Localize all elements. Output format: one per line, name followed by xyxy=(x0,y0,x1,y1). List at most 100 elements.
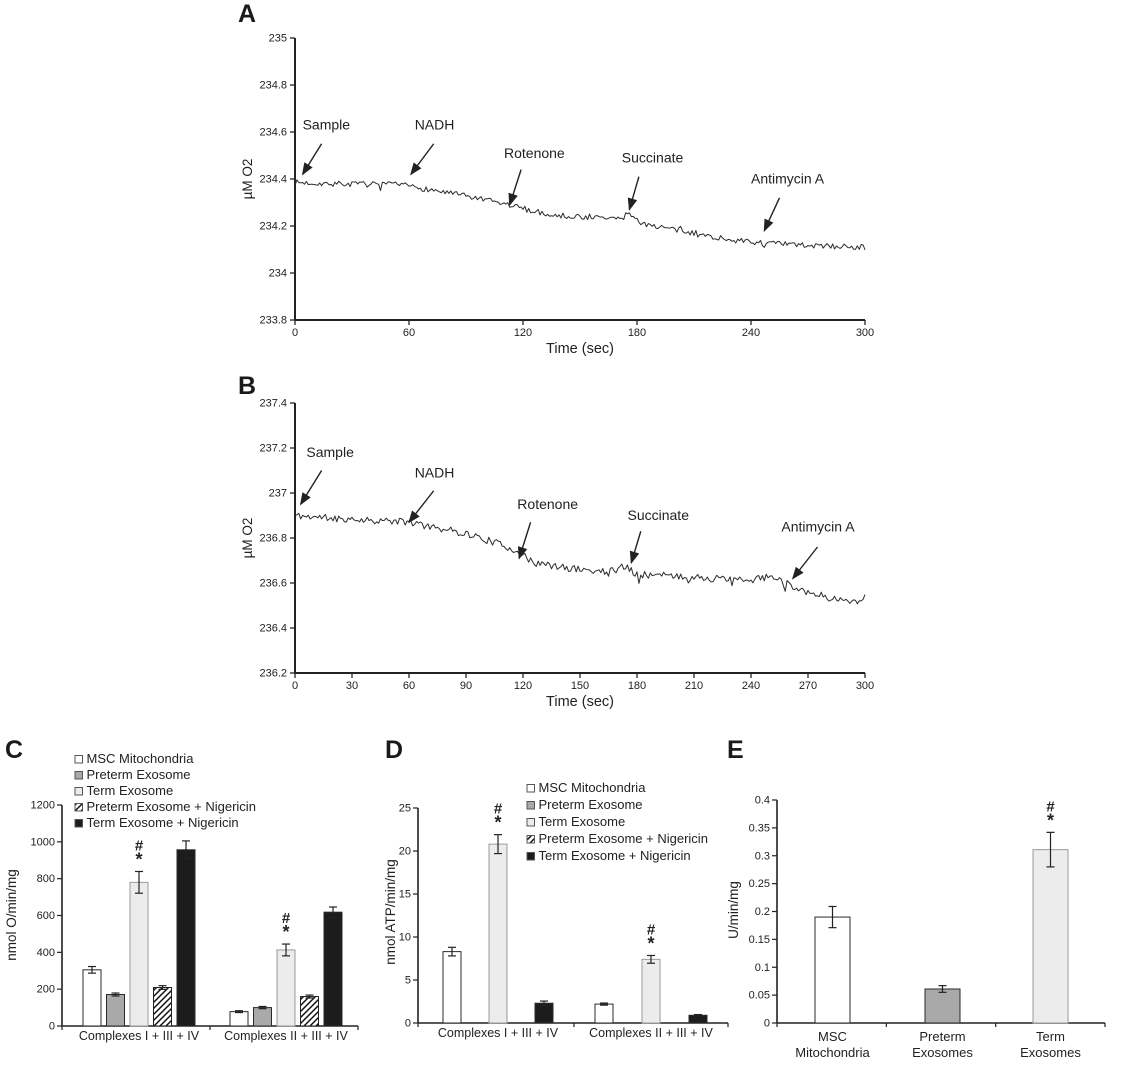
trace-line xyxy=(294,179,866,250)
x-axis-title: Time (sec) xyxy=(546,341,614,357)
bar-light xyxy=(1032,849,1069,1024)
y-tick-label: 233.8 xyxy=(259,315,287,327)
y-tick-label: 234.6 xyxy=(259,127,287,139)
significance-star: * xyxy=(1047,810,1054,830)
legend-label: MSC Mitochondria xyxy=(539,780,647,795)
x-tick-label: 90 xyxy=(460,680,472,692)
category-label: Complexes II + III + IV xyxy=(589,1026,713,1040)
legend-label: Term Exosome xyxy=(539,814,626,829)
legend-marker-hatch xyxy=(526,835,535,844)
legend-marker-hatch xyxy=(74,803,83,812)
y-tick-label: 234.4 xyxy=(259,174,287,186)
legend-label: Preterm Exosome + Nigericin xyxy=(539,831,708,846)
bar-black-group1 xyxy=(323,911,343,1027)
y-tick-label: 0.35 xyxy=(749,822,770,834)
x-tick-label: 60 xyxy=(403,680,415,692)
legend-marker-black xyxy=(74,819,83,828)
significance-hash: # xyxy=(647,921,656,938)
annotation-label: Rotenone xyxy=(504,145,565,161)
y-axis-title: U/min/mg xyxy=(726,881,741,939)
bar-hatch-group1 xyxy=(300,996,319,1027)
x-tick-label: 0 xyxy=(292,327,298,339)
category-label: MSC xyxy=(818,1029,847,1044)
bar-black-group0 xyxy=(534,1002,554,1024)
y-tick-label: 0.05 xyxy=(749,990,770,1002)
x-tick-label: 180 xyxy=(628,327,646,339)
y-tick-label: 25 xyxy=(399,803,411,815)
x-tick-label: 120 xyxy=(514,327,532,339)
significance-hash: # xyxy=(494,801,503,818)
significance-star: * xyxy=(494,813,501,833)
x-tick-label: 240 xyxy=(742,327,760,339)
annotation-arrow xyxy=(517,522,532,560)
y-tick-label: 0 xyxy=(764,1018,770,1030)
panel-e-label: E xyxy=(727,736,744,764)
y-tick-label: 1000 xyxy=(31,836,55,848)
y-tick-label: 1200 xyxy=(31,800,55,812)
annotation-arrow xyxy=(408,490,435,524)
y-axis-title: nmol O/min/mg xyxy=(4,869,19,961)
y-axis-title: µM O2 xyxy=(240,159,255,200)
category-label: Complexes I + III + IV xyxy=(438,1026,559,1040)
y-tick-label: 237 xyxy=(269,488,287,500)
panel-d-label: D xyxy=(385,736,404,764)
category-label: Term xyxy=(1036,1029,1065,1044)
panel-c-label: C xyxy=(5,736,24,764)
annotation-arrow xyxy=(629,531,642,565)
annotation-label: NADH xyxy=(415,464,455,480)
panel-c: C 0 200 400 600 800 1000 1200 nmol O/min/mg * # * #… xyxy=(0,730,385,1072)
legend-marker-black xyxy=(526,852,535,861)
legend-label: Term Exosome xyxy=(87,783,174,798)
legend-label: Term Exosome + Nigericin xyxy=(539,848,691,863)
significance-star: * xyxy=(647,933,654,953)
legend-label: Preterm Exosome xyxy=(539,797,643,812)
legend-label: Term Exosome + Nigericin xyxy=(87,815,239,830)
annotation-arrow xyxy=(299,470,323,506)
annotation-label: Rotenone xyxy=(517,496,578,512)
panel-d: D 0 5 10 15 20 25 nmol ATP/min/mg * # * # Complexes… xyxy=(385,730,745,1072)
category-label: Mitochondria xyxy=(795,1045,870,1060)
bar-hatch-group0 xyxy=(153,987,172,1027)
panel-b: B 236.2 236.4 236.6 236.8 237 237.2 237.4 0 30 60… xyxy=(230,368,1138,732)
y-tick-label: 234.2 xyxy=(259,221,287,233)
panel-a-label: A xyxy=(238,0,257,28)
legend-label: MSC Mitochondria xyxy=(87,751,195,766)
bar-white-group1 xyxy=(229,1011,249,1027)
annotation-arrow xyxy=(627,176,640,211)
x-tick-label: 300 xyxy=(856,680,874,692)
panel-e-chart: 0 0.05 0.1 0.15 0.2 0.25 0.3 0.35 0.4 U/min/mg MSC… xyxy=(726,795,1106,1060)
bar-white-group0 xyxy=(442,951,462,1024)
category-label: Exosomes xyxy=(1020,1045,1081,1060)
x-tick-label: 210 xyxy=(685,680,703,692)
y-tick-label: 0 xyxy=(405,1018,411,1030)
annotation-label: Succinate xyxy=(628,507,690,523)
x-tick-label: 0 xyxy=(292,680,298,692)
bar-gray-group1 xyxy=(253,1007,272,1027)
y-tick-label: 0.4 xyxy=(755,795,770,807)
y-tick-label: 10 xyxy=(399,932,411,944)
annotation-arrow xyxy=(508,169,522,207)
y-axis-title: µM O2 xyxy=(240,518,255,559)
bar-black-group0 xyxy=(176,849,196,1027)
bar-white-group1 xyxy=(594,1003,614,1024)
x-axis-title: Time (sec) xyxy=(546,694,614,710)
legend-marker-white xyxy=(526,784,535,793)
trace-line xyxy=(294,512,866,605)
legend-marker-light xyxy=(74,787,83,796)
annotation-arrow xyxy=(791,546,819,580)
panel-a: A 233.8 234 234.2 234.4 234.6 234.8 235 0 60 120 1… xyxy=(230,0,1138,368)
bar-light-group0 xyxy=(488,843,508,1024)
bar-gray-group0 xyxy=(106,994,125,1027)
y-tick-label: 0.25 xyxy=(749,878,770,890)
panel-b-chart: 236.2 236.4 236.6 236.8 237 237.2 237.4 0 30 60 90… xyxy=(240,398,874,711)
significance-hash: # xyxy=(282,910,291,927)
category-label: Exosomes xyxy=(912,1045,973,1060)
y-tick-label: 234 xyxy=(269,268,287,280)
panel-e: E 0 0.05 0.1 0.15 0.2 0.25 0.3 0.35 0.4 U/min/mg M… xyxy=(720,730,1138,1072)
category-label: Preterm xyxy=(919,1029,965,1044)
y-tick-label: 0.15 xyxy=(749,934,770,946)
bar-light-group1 xyxy=(641,958,661,1024)
